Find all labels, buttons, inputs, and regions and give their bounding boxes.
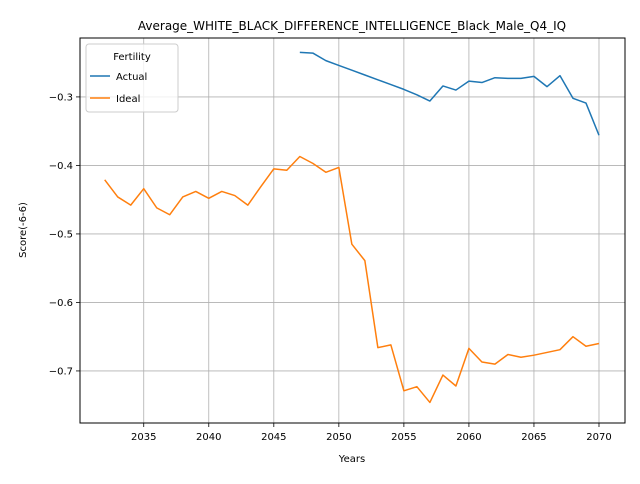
legend-box — [85, 43, 179, 113]
y-axis-ticks: −0.3 −0.4 −0.5 −0.6 −0.7 — [49, 92, 80, 377]
series-lines — [104, 51, 600, 404]
x-axis-label: Years — [338, 454, 365, 465]
x-tick-label: 2050 — [326, 432, 351, 443]
y-axis-label: Score(-6-6) — [18, 202, 29, 258]
y-tick-label: −0.6 — [49, 298, 73, 309]
y-tick-label: −0.5 — [49, 229, 73, 240]
x-tick-label: 2055 — [391, 432, 416, 443]
x-tick-label: 2040 — [196, 432, 221, 443]
chart-title: Average_WHITE_BLACK_DIFFERENCE_INTELLIGE… — [138, 19, 566, 33]
series-line-ideal — [104, 155, 600, 404]
x-tick-label: 2060 — [456, 432, 481, 443]
series-line-actual — [299, 51, 600, 136]
x-tick-label: 2065 — [521, 432, 546, 443]
y-tick-label: −0.3 — [49, 92, 73, 103]
x-tick-label: 2035 — [131, 432, 156, 443]
y-tick-label: −0.7 — [49, 366, 73, 377]
x-tick-label: 2045 — [261, 432, 286, 443]
x-axis-ticks: 2035 2040 2045 2050 2055 2060 2065 2070 — [131, 423, 612, 443]
y-tick-label: −0.4 — [49, 161, 73, 172]
legend-label-ideal: Ideal — [116, 94, 140, 105]
legend-title: Fertility — [113, 52, 151, 63]
legend-label-actual: Actual — [116, 72, 147, 83]
axes-frame — [79, 37, 626, 424]
x-tick-label: 2070 — [586, 432, 611, 443]
legend: Fertility Actual Ideal — [85, 43, 179, 113]
